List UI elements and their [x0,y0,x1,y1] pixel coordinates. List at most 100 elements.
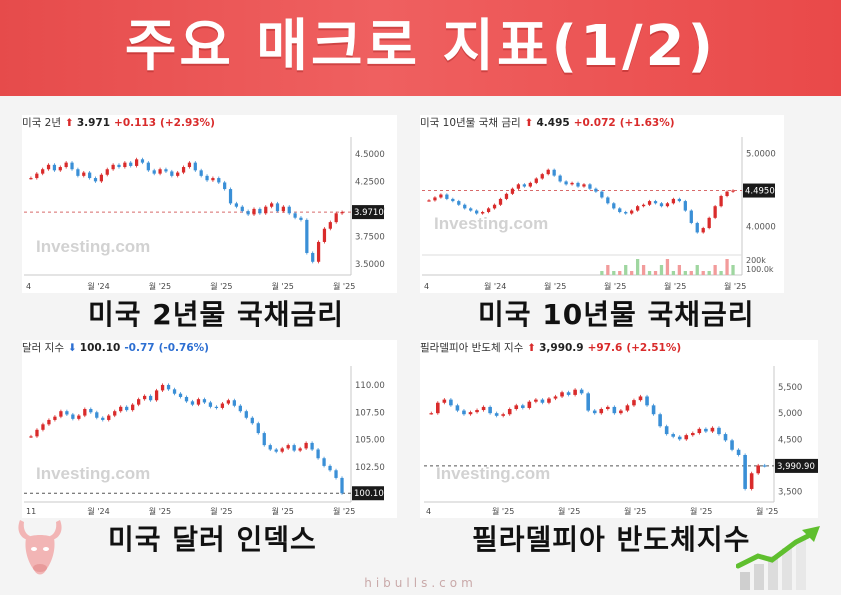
last-price: 3.971 [76,117,111,129]
candle-body [234,203,239,207]
candle-body [223,182,227,190]
candle-body [527,401,532,408]
y-tick-label: 107.50 [355,408,385,418]
last-price-tag [743,183,775,198]
volume-bar [719,271,723,275]
candle-body [638,396,643,401]
candle-body [599,409,604,414]
candle-body [671,198,676,204]
candle-body [220,403,225,408]
candle-body [736,449,741,455]
candle-body [125,406,129,411]
candle-body [658,414,662,427]
candle-body [142,395,147,400]
chart-canvas: Investing.com 110.00 107.50 105.00 102.50 100… [24,366,385,516]
candle-body [442,399,447,403]
candle-body [558,175,562,182]
candle-body [546,169,550,175]
candle-body [582,184,586,187]
candle-body [105,169,109,175]
candle-body [624,212,628,214]
candle-body [570,182,574,185]
candle-body [725,191,729,196]
candle-body [566,392,571,395]
candle-body [71,414,75,419]
candle-body [651,405,656,415]
footer-brand: hibulls.com [364,576,477,590]
candle-body [107,415,111,420]
volume-bar [683,271,687,275]
x-tick-label: 4 [26,282,31,291]
candle-body [749,473,754,489]
candle-body [256,423,260,434]
candle-body [521,405,525,408]
candle-body [304,442,308,449]
volume-axis-label: 100.0k [746,265,774,274]
candle-body [119,406,123,412]
candle-body [228,189,233,204]
candle-body [689,210,693,223]
price-down-arrow-icon: ⬇ [67,342,77,354]
last-price-tag [352,486,384,501]
last-price-tag [775,458,818,473]
candle-body [510,188,515,194]
candle-body [635,206,640,211]
candle-body [762,465,767,467]
x-tick-label: 월 '25 [333,506,355,516]
candle-body [619,410,623,414]
candle-body [292,445,296,451]
x-tick-label: 월 '25 [558,506,580,516]
candle-body [469,208,473,211]
last-price-tag [352,205,384,220]
candle-body [433,197,437,201]
chart-header: 필라델피아 반도체 지수 ⬆ 3,990.9 +97.6 (+2.51%) [420,340,818,356]
y-tick-label: 5,000 [778,409,802,419]
x-tick-label: 월 '24 [87,506,109,516]
candle-body [322,458,326,466]
candle-body [217,178,221,183]
price-up-arrow-icon: ⬆ [527,342,537,354]
y-tick-label: 4,500 [778,435,802,445]
candle-body [146,162,150,171]
candle-body [516,184,521,189]
instrument-name: 미국 10년물 국채 금리 [420,117,521,129]
candle-body [540,174,544,179]
x-tick-label: 월 '25 [690,506,712,516]
investing-watermark: Investing.com [436,464,550,483]
candle-body [573,389,577,395]
candle-body [710,427,715,432]
volume-bar [677,265,682,275]
candle-body [463,204,467,209]
x-tick-label: 월 '25 [149,281,171,291]
x-tick-label: 월 '25 [724,281,746,291]
chart-canvas: Investing.com4.50004.25004.00003.75003.5… [24,137,385,291]
candle-body [560,392,564,397]
candle-body [238,405,242,412]
x-tick-label: 월 '25 [624,506,646,516]
candle-body [730,440,734,450]
candle-body [123,162,127,168]
volume-bar [665,259,670,275]
candle-body [47,419,51,425]
x-tick-label: 4 [426,507,431,516]
candle-body [89,409,93,413]
candle-body [600,191,604,198]
y-tick-label: 4.0000 [746,223,776,233]
candle-body [612,203,616,209]
candle-body [316,449,320,459]
candle-body [181,167,186,173]
volume-axis-label: 200k [746,256,766,265]
candle-body [462,410,466,415]
candle-body [486,208,491,213]
candle-body [246,211,250,215]
candle-body [275,203,280,212]
candle-body [445,194,449,199]
price-up-arrow-icon: ⬆ [65,117,74,129]
x-tick-label: 월 '25 [664,281,686,291]
candle-body [164,169,168,172]
candle-body [137,399,141,405]
candle-body [193,162,197,171]
candle-body [52,164,57,171]
candle-body [630,210,634,214]
x-tick-label: 월 '25 [333,281,355,291]
